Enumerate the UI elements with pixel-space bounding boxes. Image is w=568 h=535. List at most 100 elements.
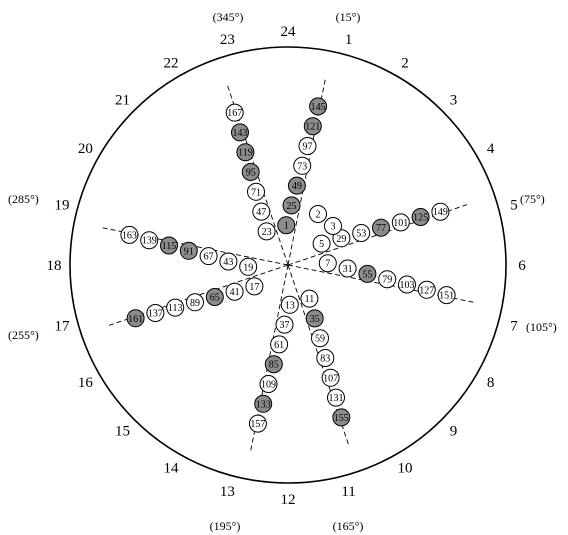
residue-node-161: 161 xyxy=(126,309,145,328)
residue-label: 5 xyxy=(319,239,324,250)
residue-circle xyxy=(259,375,278,393)
residue-label: 31 xyxy=(343,264,353,275)
dial-label-1: 1 xyxy=(345,32,353,48)
degree-label-105: (105°) xyxy=(526,320,557,334)
residue-circle xyxy=(140,231,159,250)
residue-label: 139 xyxy=(142,236,157,247)
residue-label: 25 xyxy=(287,201,297,212)
residue-circle xyxy=(254,394,273,413)
residue-label: 127 xyxy=(419,285,434,296)
residue-node-53: 53 xyxy=(352,224,371,242)
residue-node-101: 101 xyxy=(391,213,410,232)
residue-label: 121 xyxy=(305,122,320,133)
residue-node-29: 29 xyxy=(332,229,351,248)
residue-circle xyxy=(287,176,306,195)
residue-circle xyxy=(437,286,456,305)
residue-circle xyxy=(352,224,371,242)
residue-circle xyxy=(270,335,289,354)
residue-label: 107 xyxy=(323,373,338,384)
residue-label: 97 xyxy=(303,142,313,153)
residue-label: 55 xyxy=(362,269,372,280)
residue-circle xyxy=(277,216,296,235)
residue-circle xyxy=(372,218,390,237)
residue-node-113: 113 xyxy=(166,298,185,317)
residue-label: 101 xyxy=(393,218,408,229)
residue-label: 91 xyxy=(184,246,194,257)
residue-circle xyxy=(305,309,324,328)
residue-circle xyxy=(358,264,377,283)
residue-label: 3 xyxy=(331,222,336,233)
residue-circle xyxy=(225,282,244,301)
residue-label: 85 xyxy=(269,360,279,371)
residue-circle xyxy=(264,355,283,374)
residue-label: 79 xyxy=(382,275,392,286)
residue-node-163: 163 xyxy=(120,225,139,244)
residue-label: 113 xyxy=(168,303,183,314)
residue-label: 167 xyxy=(227,108,242,119)
residue-circle xyxy=(282,196,301,215)
residue-label: 1 xyxy=(284,221,289,232)
residue-circle xyxy=(398,275,416,294)
residue-circle xyxy=(327,388,345,407)
residue-node-149: 149 xyxy=(431,202,450,221)
residue-node-131: 131 xyxy=(327,388,345,407)
residue-node-133: 133 xyxy=(254,394,273,413)
residue-circle xyxy=(275,315,294,334)
residue-label: 95 xyxy=(246,168,256,179)
residue-circle xyxy=(300,289,319,308)
dial-label-6: 6 xyxy=(518,258,526,274)
residue-node-19: 19 xyxy=(239,257,258,276)
residue-circle xyxy=(241,163,260,181)
residue-circle xyxy=(411,208,430,226)
residue-node-3: 3 xyxy=(324,217,342,235)
residue-label: 133 xyxy=(256,399,271,410)
dial-label-14: 14 xyxy=(164,461,180,477)
residue-node-121: 121 xyxy=(303,117,322,136)
residue-label: 125 xyxy=(413,213,428,224)
residue-node-47: 47 xyxy=(252,202,271,221)
dial-label-20: 20 xyxy=(78,141,93,157)
residue-circle xyxy=(318,254,337,273)
residue-node-25: 25 xyxy=(282,196,301,215)
residue-circle xyxy=(247,182,265,201)
residue-circle xyxy=(252,202,271,221)
residue-circle xyxy=(316,349,335,367)
residue-circle xyxy=(293,156,312,175)
residue-label: 77 xyxy=(376,223,386,234)
residue-label: 155 xyxy=(334,413,349,424)
residue-circle xyxy=(298,137,317,155)
residue-circle xyxy=(205,288,224,306)
residue-circle xyxy=(160,236,178,255)
dial-label-21: 21 xyxy=(115,93,130,109)
residue-circle xyxy=(236,143,255,162)
residue-circle xyxy=(120,225,139,244)
dial-label-2: 2 xyxy=(401,55,409,71)
residue-node-55: 55 xyxy=(358,264,377,283)
residue-node-11: 11 xyxy=(300,289,319,308)
residue-node-139: 139 xyxy=(140,231,159,250)
residue-label: 19 xyxy=(243,262,253,273)
residue-circle xyxy=(312,234,331,253)
residue-label: 109 xyxy=(261,380,276,391)
residue-label: 35 xyxy=(310,314,320,325)
degree-label-195: (195°) xyxy=(210,519,241,533)
degree-label-15: (15°) xyxy=(336,10,361,24)
residue-label: 49 xyxy=(292,181,302,192)
residue-circle xyxy=(431,202,450,221)
residue-label: 163 xyxy=(122,230,137,241)
residue-node-1: 1 xyxy=(277,216,296,235)
residue-node-77: 77 xyxy=(372,218,390,237)
residue-label: 115 xyxy=(162,241,177,252)
residue-label: 73 xyxy=(297,161,307,172)
residue-label: 2 xyxy=(316,210,321,221)
residue-node-35: 35 xyxy=(305,309,324,328)
residue-node-151: 151 xyxy=(437,286,456,305)
residue-circle xyxy=(257,222,276,241)
residue-node-157: 157 xyxy=(248,414,267,433)
residue-node-91: 91 xyxy=(179,241,198,260)
residue-circle xyxy=(332,229,351,248)
residue-label: 131 xyxy=(329,393,344,404)
dial-label-8: 8 xyxy=(487,375,495,391)
dial-label-12: 12 xyxy=(281,492,296,508)
degree-label-255: (255°) xyxy=(8,328,39,342)
